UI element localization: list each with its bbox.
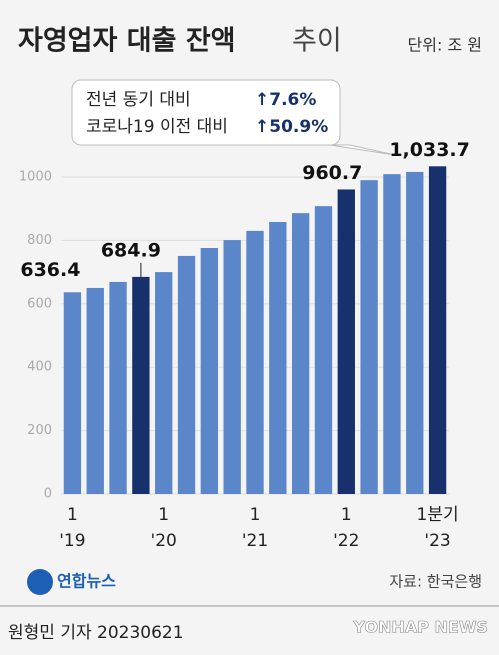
- bar: [63, 292, 82, 494]
- annotation-box: [71, 79, 341, 146]
- logo-icon: [27, 569, 53, 595]
- bar: [132, 276, 150, 494]
- value-label: 1,033.7: [389, 139, 470, 161]
- x-tick-label: '19: [59, 531, 85, 551]
- bar: [428, 166, 447, 495]
- bar: [223, 240, 241, 494]
- x-tick-label: 1: [158, 505, 169, 525]
- bar: [155, 272, 173, 494]
- x-tick-label: 1분기: [417, 505, 459, 525]
- annotation-text: 코로나19 이전 대비: [86, 117, 228, 137]
- bar: [200, 248, 219, 494]
- y-tick-label: 800: [27, 233, 52, 248]
- chart-title: 자영업자 대출 잔액: [18, 26, 236, 57]
- byline: 원형민 기자 20230621: [8, 623, 184, 643]
- y-tick-label: 1000: [19, 170, 52, 185]
- x-tick-label: '21: [242, 531, 268, 551]
- x-tick-label: '22: [333, 531, 359, 551]
- x-tick-label: '20: [151, 531, 177, 551]
- chart-title-light: 추이: [292, 26, 342, 57]
- bar: [291, 213, 310, 494]
- value-label: 684.9: [101, 239, 161, 261]
- bar: [314, 206, 333, 494]
- annotation-pointer: [329, 144, 396, 156]
- y-tick-label: 600: [27, 296, 52, 311]
- bar: [177, 255, 196, 494]
- unit-label: 단위: 조 원: [408, 36, 482, 55]
- bar: [406, 171, 424, 495]
- bar: [246, 230, 264, 494]
- annotation-text: 전년 동기 대비: [86, 90, 191, 110]
- bar: [86, 287, 104, 494]
- source: 자료: 한국은행: [389, 573, 482, 591]
- watermark: YONHAP NEWS: [352, 618, 488, 637]
- x-tick-label: 1: [250, 505, 261, 525]
- y-tick-label: 200: [27, 423, 52, 438]
- bar: [337, 189, 355, 494]
- y-tick-label: 0: [44, 487, 52, 502]
- annotation-value: ↑50.9%: [255, 117, 328, 137]
- bar: [360, 180, 378, 495]
- x-tick-label: 1: [341, 505, 352, 525]
- bar: [269, 222, 287, 494]
- value-label: 636.4: [20, 259, 80, 281]
- annotation-value: ↑7.6%: [255, 90, 316, 110]
- bar: [109, 281, 127, 494]
- logo: 연합뉴스: [57, 572, 116, 591]
- x-tick-label: '23: [424, 531, 450, 551]
- value-label: 960.7: [302, 162, 362, 184]
- y-tick-label: 400: [27, 360, 52, 375]
- x-tick-label: 1: [67, 505, 78, 525]
- bar: [383, 174, 401, 494]
